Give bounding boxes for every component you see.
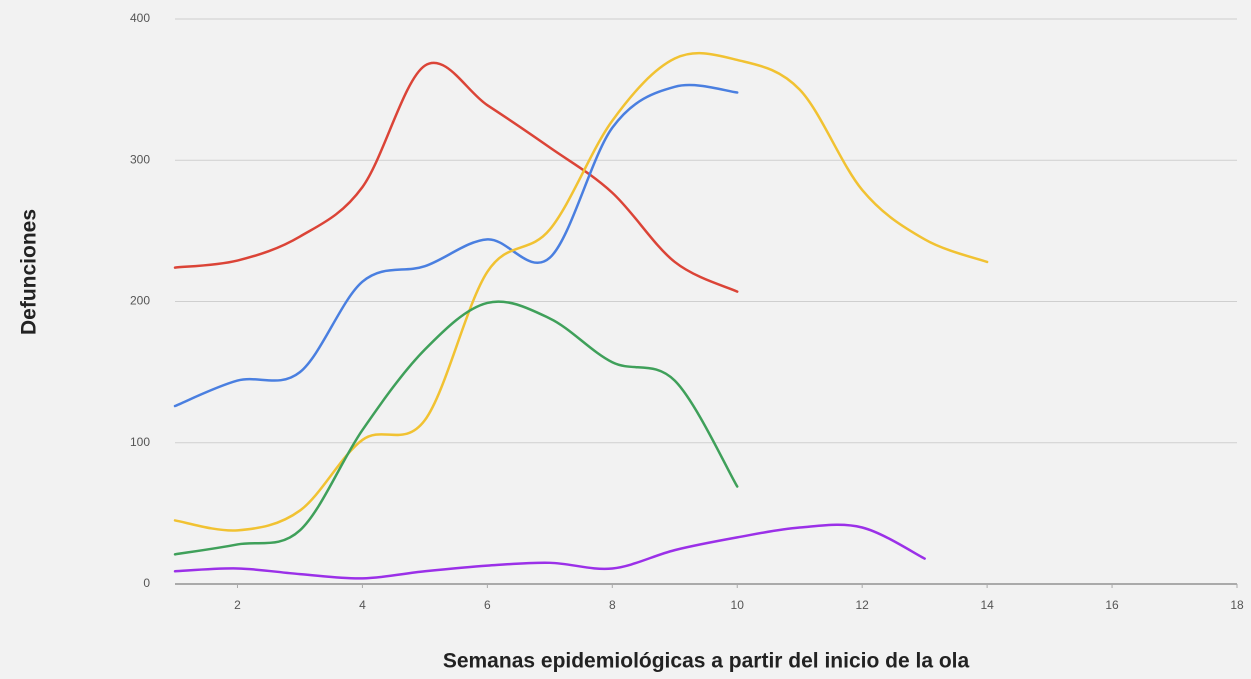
y-tick-label: 400 [130, 11, 150, 25]
y-tick-label: 0 [143, 576, 150, 590]
series-line [173, 52, 989, 532]
series-line [173, 523, 926, 580]
x-axis-title: Semanas epidemiológicas a partir del ini… [443, 650, 970, 673]
x-tick-label: 16 [1105, 598, 1119, 612]
series-line [173, 300, 739, 556]
x-tick-label: 12 [855, 598, 869, 612]
y-axis-title: Defunciones [18, 209, 41, 335]
y-tick-label: 300 [130, 152, 150, 166]
y-tick-label: 200 [130, 294, 150, 308]
series-line [173, 61, 739, 293]
x-tick-label: 4 [359, 598, 366, 612]
x-tick-label: 10 [731, 598, 745, 612]
series-line [173, 83, 739, 408]
x-tick-label: 14 [980, 598, 994, 612]
x-tick-label: 6 [484, 598, 491, 612]
y-tick-label: 100 [130, 435, 150, 449]
x-tick-label: 18 [1230, 598, 1244, 612]
x-tick-label: 2 [234, 598, 241, 612]
x-tick-label: 8 [609, 598, 616, 612]
